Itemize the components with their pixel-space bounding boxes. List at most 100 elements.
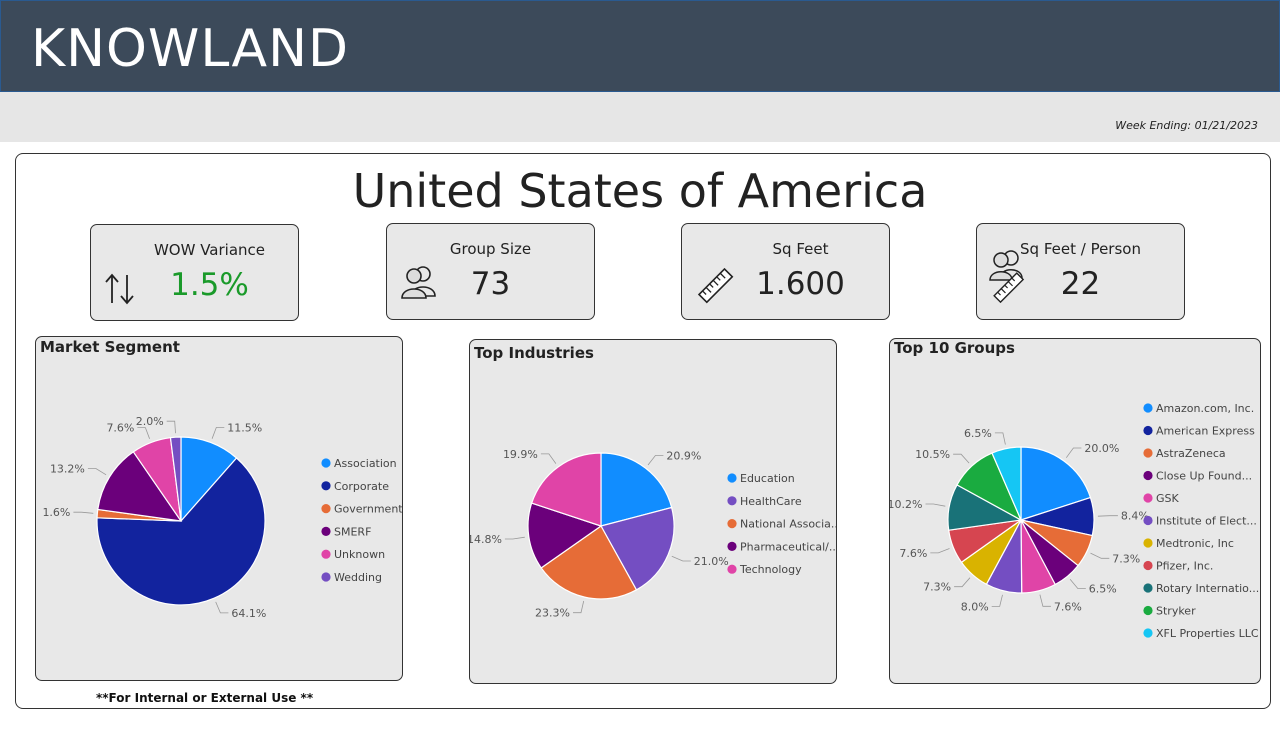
legend-label-astrazeneca[interactable]: AstraZeneca [1156,447,1226,460]
pie-slice-healthcare[interactable] [600,506,675,591]
legend-label-corporate[interactable]: Corporate [334,480,389,493]
week-ending-label: Week Ending: 01/21/2023 [1115,119,1258,132]
chart-title: Market Segment [40,338,180,356]
pie-slice-smerf[interactable] [97,450,183,522]
legend-marker [1143,403,1153,413]
legend-marker [1143,583,1153,593]
legend-label-technology[interactable]: Technology [739,563,802,576]
data-label: 20.0% [1084,442,1119,455]
top-10-groups-pie-chart: 20.0% 8.4% 7.3% 6.5% 7.6% 8.0% 7.3% 7.6% 10.2% 10… [890,402,1259,640]
legend-marker [1143,560,1153,571]
leader-line [991,594,1003,607]
kpi-title: Group Size [449,240,532,258]
legend-label-unknown[interactable]: Unknown [334,548,385,561]
sub-bar: Week Ending: 01/21/2023 [0,92,1280,142]
legend-label-institute-of-elect[interactable]: Institute of Elect... [1156,515,1257,528]
data-label: 7.6% [1054,600,1082,613]
data-label: 7.6% [106,422,134,435]
data-label: 20.9% [666,450,701,463]
legend-label-pharmaceutical[interactable]: Pharmaceutical/... [740,540,836,553]
legend-label-rotary-internatio[interactable]: Rotary Internatio... [1156,582,1259,595]
chart-title: Top Industries [474,344,594,362]
up-down-arrows-icon [105,273,134,305]
legend-label-american-express[interactable]: American Express [1156,425,1255,438]
data-label: 7.3% [923,581,951,594]
kpi-value: 22 [1060,266,1101,302]
legend-label-stryker[interactable]: Stryker [1156,605,1196,618]
leader-line [1039,594,1051,607]
pie-slice-xfl-properties-llc[interactable] [991,446,1022,521]
legend-label-close-up-found[interactable]: Close Up Found... [1156,470,1252,483]
data-label: 14.8% [470,533,502,546]
kpi-card-wow-variance[interactable]: WOW Variance 1.5% [90,224,299,321]
leader-line [573,600,585,614]
data-label: 6.5% [1089,583,1117,596]
data-label: 6.5% [964,427,992,440]
kpi-title: WOW Variance [153,241,266,259]
leader-line [994,432,1006,445]
legend-label-healthcare[interactable]: HealthCare [740,495,802,508]
people-ruler-icon [989,250,1025,304]
leader-line [671,555,691,562]
legend-label-gsk[interactable]: GSK [1156,492,1180,505]
legend-label-smerf[interactable]: SMERF [334,525,371,538]
leader-line [1065,447,1082,458]
leader-line [540,453,557,464]
data-label: 23.3% [535,607,570,620]
pie-slice-corporate[interactable] [96,457,266,606]
leader-line [1090,552,1110,559]
kpi-card-sq-feet-per-person[interactable]: Sq Feet / Person 22 [976,223,1185,320]
legend-label-education[interactable]: Education [740,472,795,485]
pie-slice-technology[interactable] [530,452,602,527]
pie-slice-national-associa[interactable] [540,525,638,600]
pie-slice-amazon-com-inc[interactable] [1020,446,1092,521]
legend-label-pfizer-inc[interactable]: Pfizer, Inc. [1156,560,1213,573]
kpi-card-sq-feet[interactable]: Sq Feet 1.600 [681,223,890,320]
legend-label-national-associa[interactable]: National Associa... [740,518,836,531]
legend-label-medtronic-inc[interactable]: Medtronic, Inc [1156,537,1234,550]
legend-marker [321,572,331,582]
legend-label-wedding[interactable]: Wedding [334,571,382,584]
kpi-value: 1.5% [170,267,249,303]
leader-line [925,503,946,507]
legend-label-government[interactable]: Government [334,503,402,516]
chart-title: Top 10 Groups [894,339,1015,357]
data-label: 7.3% [1112,552,1140,565]
ruler-icon [697,267,734,304]
people-icon [401,266,436,299]
pie-slice-pharmaceutical[interactable] [527,502,603,569]
kpi-card-group-size[interactable]: Group Size 73 [386,223,595,320]
legend-marker [727,564,737,574]
pie-slice-wedding[interactable] [169,436,182,522]
data-label: 10.5% [915,448,950,461]
page-title: United States of America [352,164,928,218]
data-label: 10.2% [890,498,923,511]
legend-marker [321,481,331,491]
leader-line [137,427,150,439]
data-label: 7.6% [899,547,927,560]
data-label: 1.6% [42,506,70,519]
top-10-groups-chart-card: Top 10 Groups 20.0% 8.4% 7.3% 6.5% 7.6% 8.0% 7… [889,338,1261,684]
market-segment-chart-card: Market Segment 11.5% 64.1% 1.6% 13.2% 7.6% 2.… [35,336,403,681]
data-label: 8.4% [1121,510,1149,523]
legend-marker [1143,605,1153,616]
top-industries-chart-card: Top Industries 20.9% 21.0% 23.3% 14.8% 19.9%… [469,339,837,684]
market-segment-pie-chart: 11.5% 64.1% 1.6% 13.2% 7.6% 2.0% Association Co… [42,415,402,620]
legend-marker [727,496,737,506]
leader-line [647,455,664,466]
data-label: 2.0% [136,415,164,428]
legend-label-association[interactable]: Association [334,457,397,470]
legend-label-xfl-properties-llc[interactable]: XFL Properties LLC [1156,627,1259,640]
legend-marker [1143,425,1153,436]
legend-label-amazon-com-inc[interactable]: Amazon.com, Inc. [1156,402,1254,415]
data-label: 8.0% [961,600,989,613]
leader-line [87,468,107,476]
leader-line [211,427,225,439]
leader-line [215,601,229,614]
legend-marker [1143,538,1153,548]
kpi-value: 73 [470,266,511,302]
leader-line [1069,579,1086,589]
kpi-value: 1.600 [756,266,845,302]
pie-slice-education[interactable] [600,452,673,527]
legend-marker [1143,628,1153,638]
